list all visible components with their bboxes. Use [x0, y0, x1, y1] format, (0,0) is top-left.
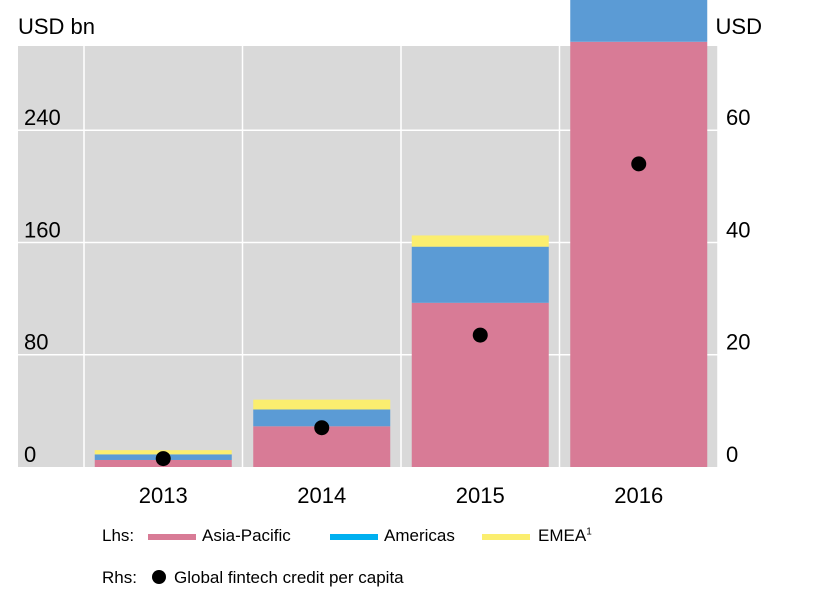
right-tick-label: 20: [726, 330, 750, 355]
marker-per-capita-2014: [314, 420, 330, 436]
bar-emea-2014: [253, 399, 391, 410]
x-axis-ticks: 2013 2014 2015 2016: [139, 483, 663, 508]
marker-per-capita-2016: [631, 156, 647, 172]
x-tick-label: 2014: [297, 483, 346, 508]
left-axis-ticks: 0 80 160 240: [24, 105, 61, 467]
right-axis-ticks: 0 20 40 60: [726, 105, 750, 467]
left-axis-unit: USD bn: [18, 14, 95, 39]
right-axis-unit: USD: [716, 14, 762, 39]
left-tick-label: 80: [24, 330, 48, 355]
x-tick-label: 2016: [614, 483, 663, 508]
bar-asia-pacific-2015: [411, 302, 549, 467]
right-tick-label: 0: [726, 442, 738, 467]
left-tick-label: 240: [24, 105, 61, 130]
per-capita-markers: [155, 156, 647, 467]
bar-americas-2016: [570, 0, 708, 42]
bar-americas-2015: [411, 246, 549, 303]
bar-emea-2015: [411, 235, 549, 247]
vertical-gridlines: [83, 46, 719, 467]
marker-per-capita-2013: [155, 451, 171, 467]
left-tick-label: 0: [24, 442, 36, 467]
x-tick-label: 2015: [456, 483, 505, 508]
right-tick-label: 40: [726, 217, 750, 242]
marker-per-capita-2015: [472, 327, 488, 343]
right-tick-label: 60: [726, 105, 750, 130]
bar-americas-2014: [253, 409, 391, 427]
x-tick-label: 2013: [139, 483, 188, 508]
left-tick-label: 160: [24, 217, 61, 242]
bar-asia-pacific-2016: [570, 41, 708, 467]
